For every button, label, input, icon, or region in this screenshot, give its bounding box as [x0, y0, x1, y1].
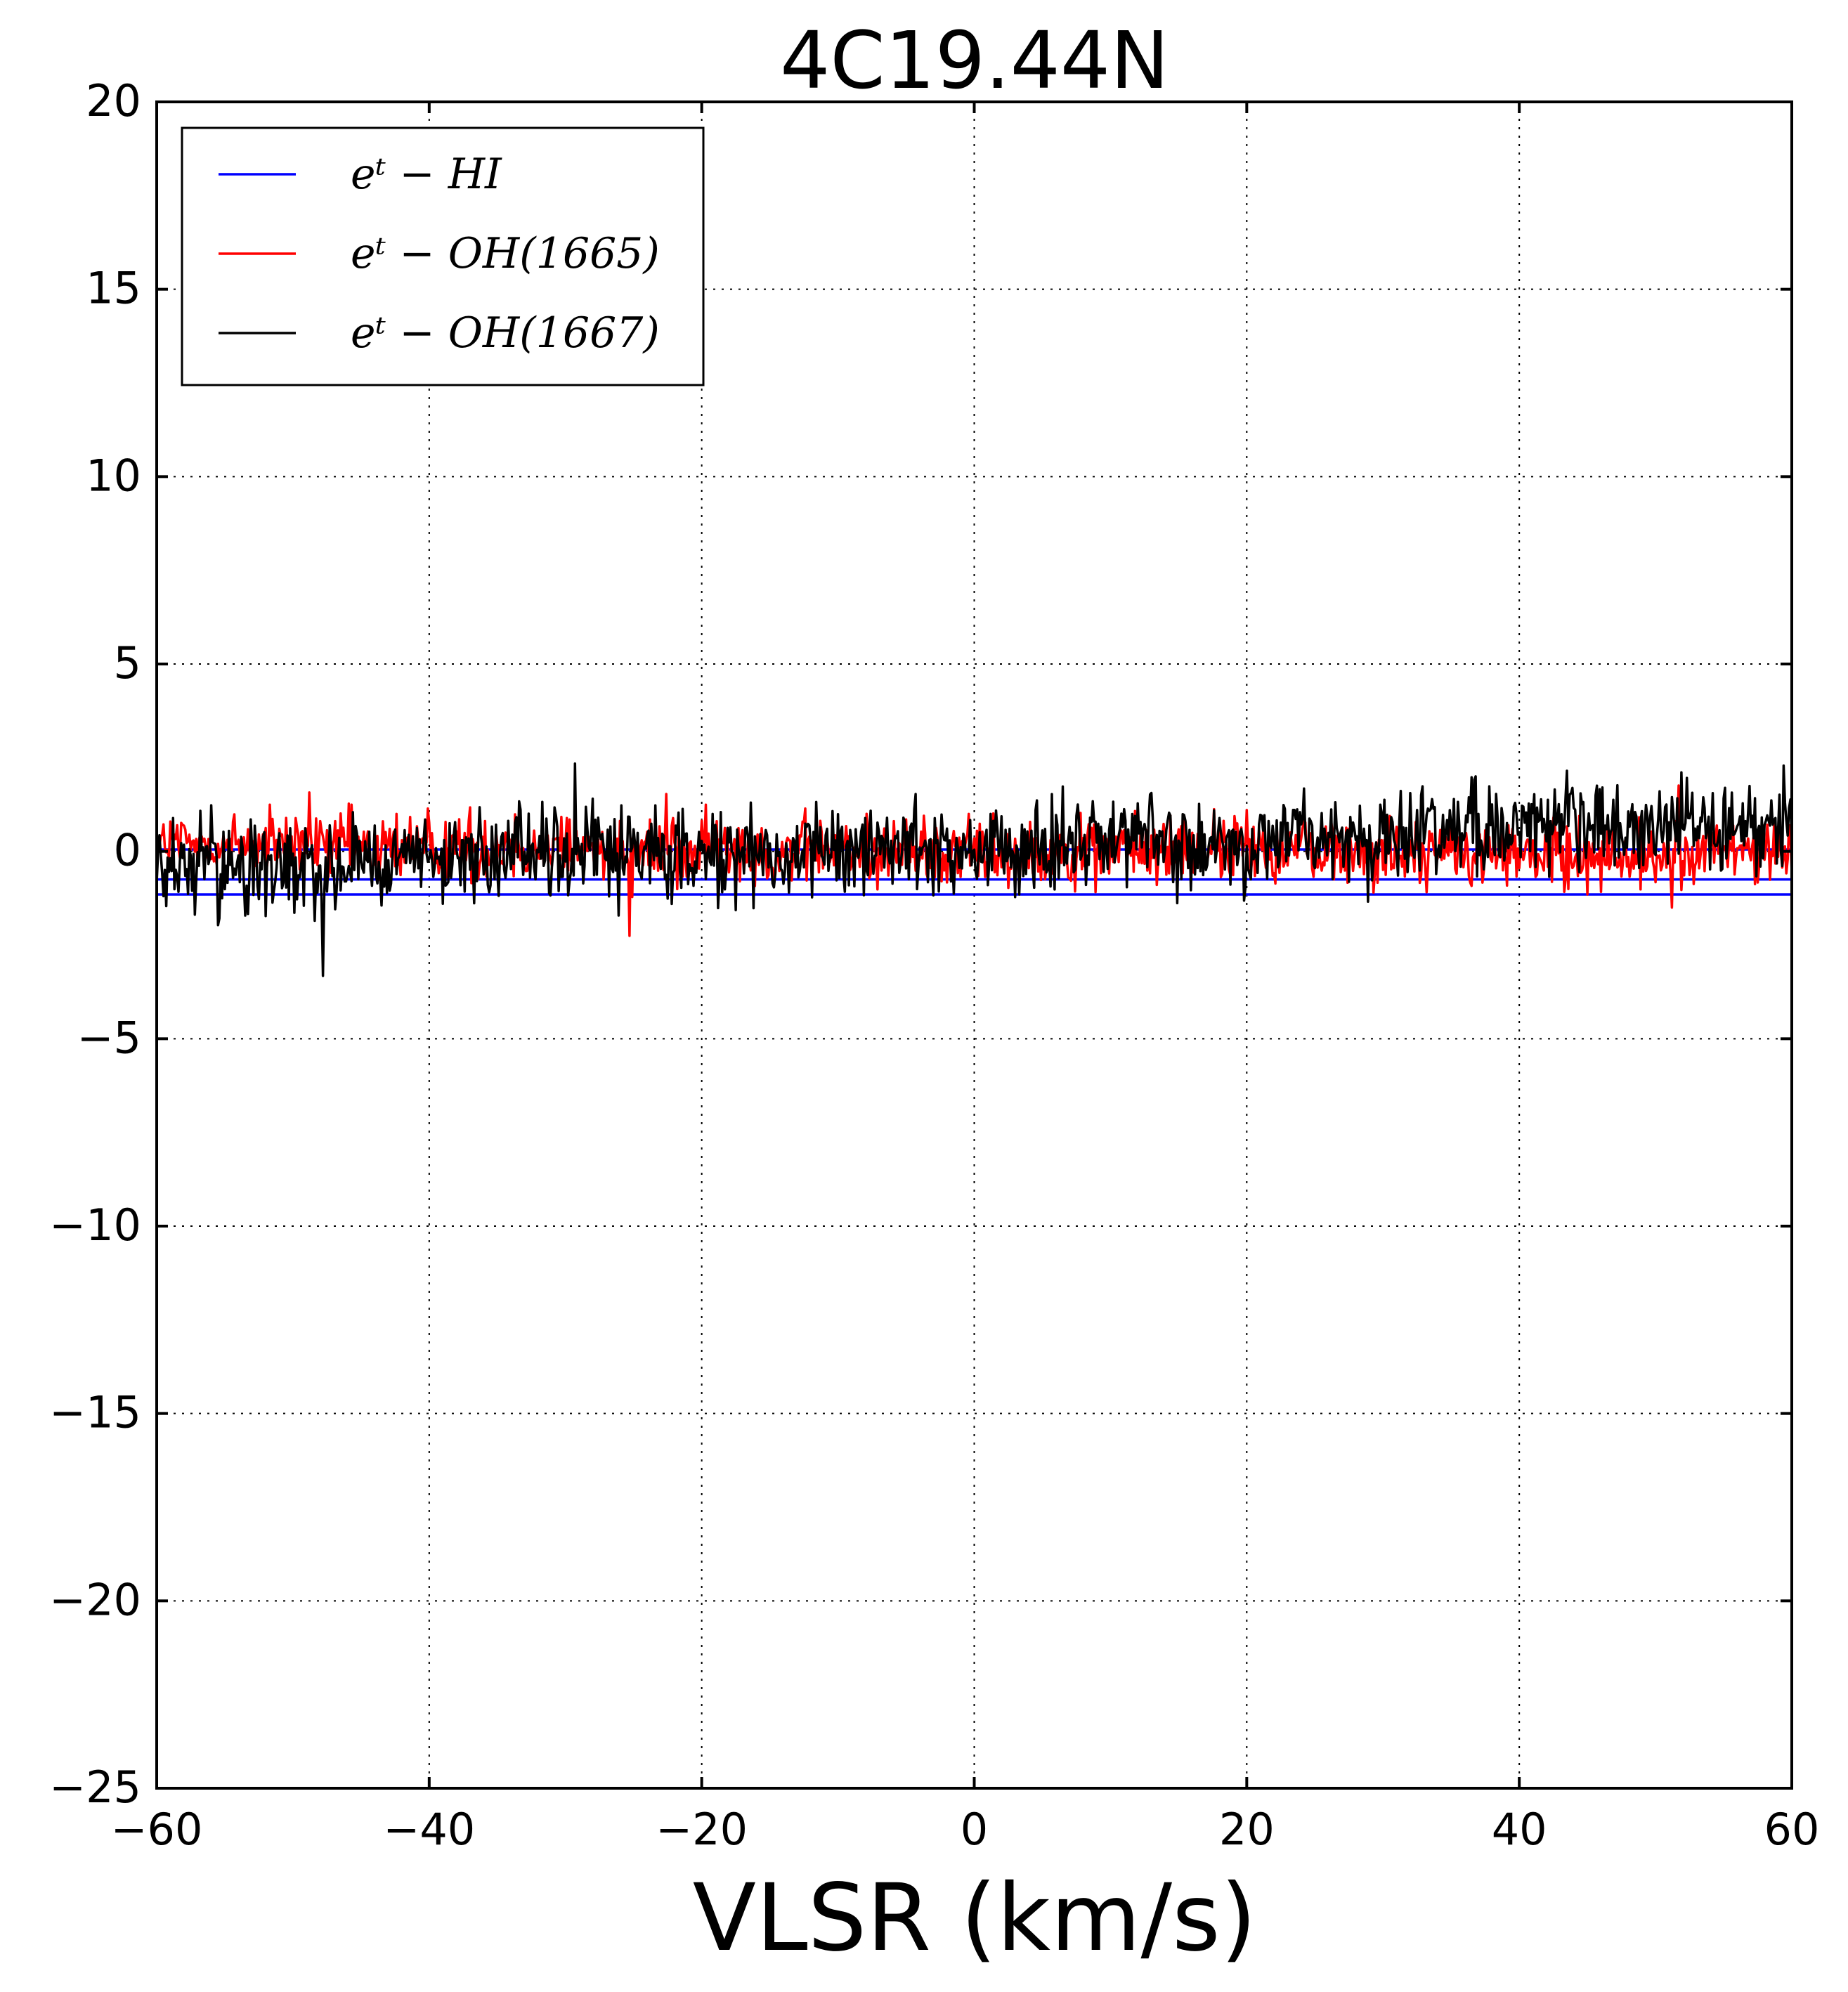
y-tick-label: −25 — [49, 1762, 141, 1813]
x-tick-label: 0 — [961, 1804, 988, 1855]
x-tick-label: 20 — [1219, 1804, 1275, 1855]
y-tick-label: 20 — [86, 75, 141, 126]
legend-box — [181, 126, 705, 386]
y-tick-label: −20 — [49, 1574, 141, 1625]
y-tick-label: 15 — [86, 263, 141, 314]
x-tick-label: 40 — [1492, 1804, 1547, 1855]
chart-title: 4C19.44N — [780, 15, 1169, 107]
legend-entry-label: eᵗ − HI — [351, 150, 502, 199]
y-tick-label: 0 — [114, 825, 141, 876]
y-tick-label: 10 — [86, 450, 141, 501]
y-tick-label: 5 — [114, 637, 141, 689]
x-tick-label: −60 — [111, 1804, 203, 1855]
x-tick-label: −20 — [656, 1804, 748, 1855]
legend-entry-label: eᵗ − OH(1667) — [351, 308, 660, 358]
grid-lines — [157, 102, 1792, 1788]
series-layer — [157, 762, 1792, 977]
y-tick-label: −15 — [49, 1387, 141, 1438]
axis-ticks: −60 −40 −20 0 20 40 60 20 15 10 5 0 −5 −10 −15 −20 −25 — [49, 75, 1819, 1855]
y-tick-label: −5 — [77, 1012, 141, 1063]
legend: eᵗ − HI eᵗ − OH(1665) eᵗ − OH(1667) — [181, 126, 705, 386]
legend-entry-label: eᵗ − OH(1665) — [351, 229, 660, 278]
series-line-3 — [157, 762, 1792, 977]
x-tick-label: 60 — [1764, 1804, 1820, 1855]
series-line-2 — [157, 784, 1792, 937]
x-axis-label: VLSR (km/s) — [693, 1864, 1257, 1972]
y-tick-label: −10 — [49, 1199, 141, 1251]
x-tick-label: −40 — [383, 1804, 475, 1855]
